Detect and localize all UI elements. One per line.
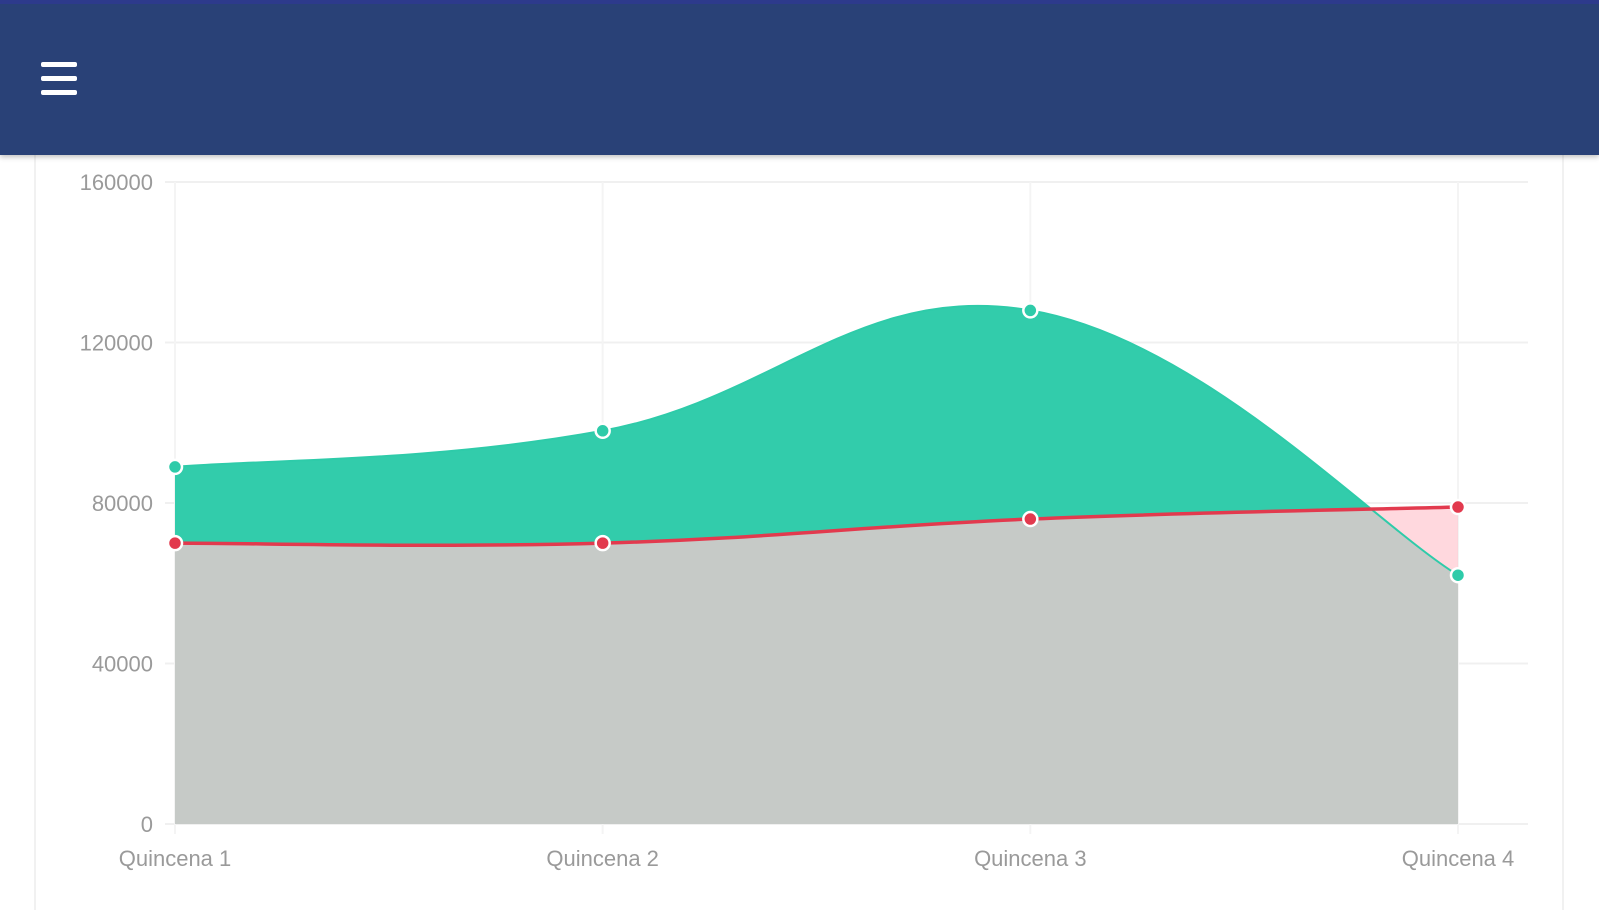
y-tick-label: 80000: [92, 491, 153, 516]
series-1-line: [174, 305, 1459, 577]
series-2-point: [594, 534, 611, 552]
y-axis-ticks: 0 40000 80000 120000 160000: [80, 170, 153, 837]
app-header: [0, 0, 1599, 155]
series-lines: [174, 305, 1459, 577]
series-1-point: [1022, 302, 1039, 319]
x-tick-label: Quincena 1: [119, 846, 232, 871]
series-2-point: [166, 534, 184, 552]
series-areas: [175, 305, 1458, 824]
series-2-line: [174, 505, 1459, 548]
series-points: [166, 302, 1467, 584]
y-tick-label: 160000: [80, 170, 153, 195]
x-axis-ticks: Quincena 1 Quincena 2 Quincena 3 Quincena 4: [119, 846, 1515, 871]
x-tick-label: Quincena 3: [974, 846, 1087, 871]
series-1-point: [166, 458, 184, 476]
hamburger-menu-icon[interactable]: [34, 54, 84, 104]
x-tick-label: Quincena 2: [546, 846, 659, 871]
x-tick-label: Quincena 4: [1402, 846, 1515, 871]
series-2-area: [175, 507, 1458, 824]
series-1-point: [1449, 566, 1467, 584]
y-tick-label: 40000: [92, 652, 153, 677]
series-1-point: [594, 422, 611, 440]
series-2-point: [1022, 510, 1039, 528]
y-tick-label: 120000: [80, 331, 153, 356]
series-2-point: [1449, 498, 1467, 516]
y-tick-label: 0: [141, 812, 153, 837]
